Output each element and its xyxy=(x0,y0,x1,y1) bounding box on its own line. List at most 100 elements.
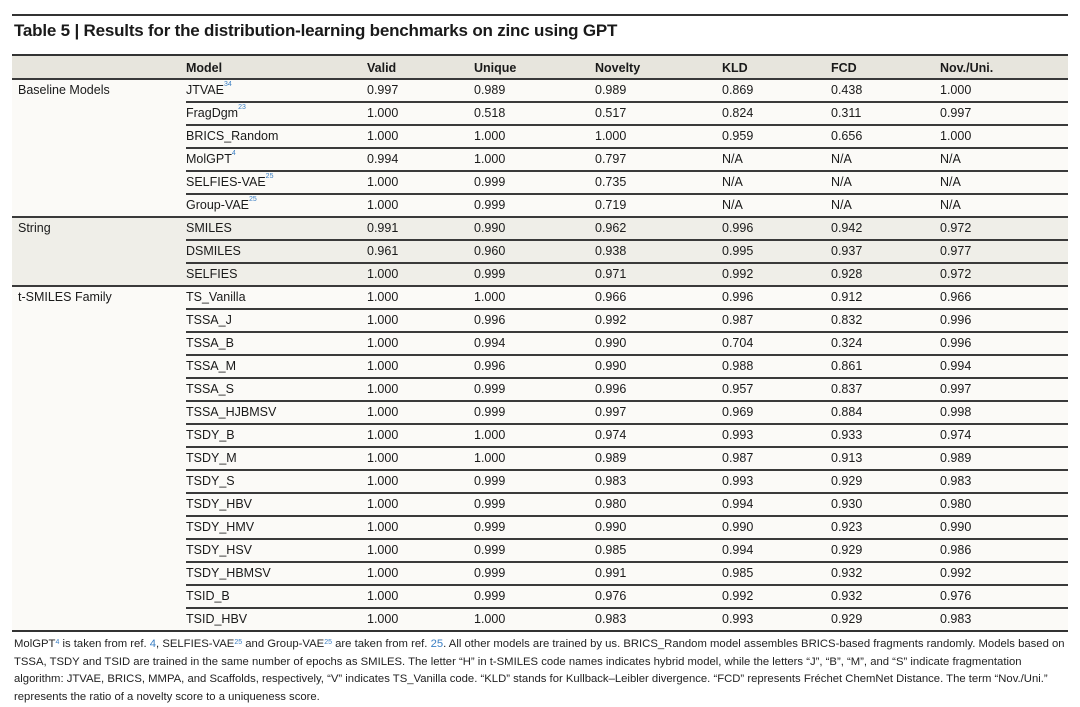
cell-kld: 0.993 xyxy=(722,474,754,488)
footnote-text: , SELFIES-VAE xyxy=(156,638,235,650)
citation-link[interactable]: 25 xyxy=(430,638,444,650)
cell-unique: 1.000 xyxy=(474,290,506,304)
cell-valid: 1.000 xyxy=(367,106,399,120)
cell-kld: N/A xyxy=(722,198,743,212)
row-divider xyxy=(186,331,1068,333)
model-label: TSDY_HBV xyxy=(186,497,252,511)
cell-kld: 0.969 xyxy=(722,405,754,419)
citation-link[interactable]: 25 xyxy=(324,639,332,646)
model-name: TSSA_HJBMSV xyxy=(186,405,276,419)
model-name: DSMILES xyxy=(186,244,241,258)
citation-ref[interactable]: 23 xyxy=(238,104,246,111)
model-name: JTVAE34 xyxy=(186,81,232,97)
cell-nov-uni: 0.994 xyxy=(940,359,972,373)
cell-valid: 0.961 xyxy=(367,244,399,258)
model-label: FragDgm xyxy=(186,106,239,120)
cell-novelty: 0.517 xyxy=(595,106,627,120)
cell-unique: 0.999 xyxy=(474,566,506,580)
model-label: JTVAE xyxy=(186,83,224,97)
model-name: Group-VAE25 xyxy=(186,196,257,212)
cell-unique: 0.999 xyxy=(474,589,506,603)
model-label: TSDY_HSV xyxy=(186,543,252,557)
cell-kld: 0.993 xyxy=(722,612,754,626)
table-row: TSDY_HSV 1.000 0.999 0.985 0.994 0.929 0.986 xyxy=(12,538,1068,561)
cell-unique: 0.999 xyxy=(474,520,506,534)
cell-valid: 1.000 xyxy=(367,612,399,626)
cell-nov-uni: 0.997 xyxy=(940,382,972,396)
cell-unique: 0.996 xyxy=(474,313,506,327)
row-divider xyxy=(186,423,1068,425)
cell-valid: 0.991 xyxy=(367,221,399,235)
citation-ref[interactable]: 4 xyxy=(231,150,236,157)
cell-nov-uni: N/A xyxy=(940,175,961,189)
cell-valid: 1.000 xyxy=(367,267,399,281)
cell-novelty: 0.990 xyxy=(595,359,627,373)
section-label: Baseline Models xyxy=(18,83,110,97)
cell-valid: 1.000 xyxy=(367,175,399,189)
cell-kld: 0.704 xyxy=(722,336,754,350)
cell-kld: 0.985 xyxy=(722,566,754,580)
model-name: SELFIES xyxy=(186,267,237,281)
row-divider xyxy=(186,469,1068,471)
row-divider xyxy=(186,584,1068,586)
model-name: TSDY_B xyxy=(186,428,235,442)
cell-unique: 1.000 xyxy=(474,152,506,166)
model-label: SMILES xyxy=(186,221,232,235)
footnote-text: MolGPT xyxy=(14,638,56,650)
cell-nov-uni: N/A xyxy=(940,152,961,166)
cell-fcd: 0.324 xyxy=(831,336,863,350)
row-divider xyxy=(186,400,1068,402)
cell-unique: 0.999 xyxy=(474,474,506,488)
cell-novelty: 0.989 xyxy=(595,451,627,465)
cell-fcd: 0.933 xyxy=(831,428,863,442)
model-label: TSDY_B xyxy=(186,428,235,442)
cell-nov-uni: 0.983 xyxy=(940,612,972,626)
cell-fcd: 0.837 xyxy=(831,382,863,396)
citation-link[interactable]: 4 xyxy=(55,639,60,646)
row-divider xyxy=(186,101,1068,103)
citation-ref[interactable]: 25 xyxy=(265,173,274,180)
table-row: TSSA_J 1.000 0.996 0.992 0.987 0.832 0.996 xyxy=(12,308,1068,331)
row-divider xyxy=(186,607,1068,609)
footnote-text: are taken from ref. xyxy=(331,638,431,650)
cell-unique: 0.960 xyxy=(474,244,506,258)
cell-nov-uni: 0.989 xyxy=(940,451,972,465)
model-label: TSSA_B xyxy=(186,336,234,350)
cell-unique: 1.000 xyxy=(474,129,506,143)
results-table: Model Valid Unique Novelty KLD FCD Nov./Uni. B… xyxy=(12,54,1068,632)
cell-unique: 1.000 xyxy=(474,428,506,442)
table-row: Group-VAE25 1.000 0.999 0.719 N/A N/A N/A xyxy=(12,193,1068,216)
section-label: String xyxy=(18,221,51,235)
model-label: TSDY_S xyxy=(186,474,235,488)
row-divider xyxy=(186,561,1068,563)
row-divider xyxy=(186,308,1068,310)
cell-fcd: N/A xyxy=(831,152,852,166)
cell-kld: 0.995 xyxy=(722,244,754,258)
table-row: String SMILES 0.991 0.990 0.962 0.996 0.942 0.9… xyxy=(12,216,1068,239)
citation-ref[interactable]: 34 xyxy=(223,81,232,88)
cell-fcd: 0.929 xyxy=(831,543,863,557)
citation-link[interactable]: 25 xyxy=(234,639,243,646)
cell-valid: 1.000 xyxy=(367,290,399,304)
table-row: MolGPT4 0.994 1.000 0.797 N/A N/A N/A xyxy=(12,147,1068,170)
row-divider xyxy=(12,216,1068,218)
model-name: TSDY_HBMSV xyxy=(186,566,271,580)
cell-valid: 0.997 xyxy=(367,83,399,97)
table-row: SELFIES 1.000 0.999 0.971 0.992 0.928 0.972 xyxy=(12,262,1068,285)
row-divider xyxy=(186,262,1068,264)
citation-link[interactable]: 4 xyxy=(149,638,157,650)
row-divider xyxy=(186,354,1068,356)
model-name: TSDY_S xyxy=(186,474,235,488)
citation-ref[interactable]: 25 xyxy=(249,196,257,203)
cell-nov-uni: 0.986 xyxy=(940,543,972,557)
table-row: TSSA_B 1.000 0.994 0.990 0.704 0.324 0.996 xyxy=(12,331,1068,354)
cell-kld: N/A xyxy=(722,152,743,166)
cell-kld: 0.993 xyxy=(722,428,754,442)
model-label: SELFIES xyxy=(186,267,238,281)
cell-valid: 1.000 xyxy=(367,566,399,580)
cell-novelty: 0.997 xyxy=(595,405,627,419)
table-row: TSDY_B 1.000 1.000 0.974 0.993 0.933 0.974 xyxy=(12,423,1068,446)
model-name: MolGPT4 xyxy=(186,150,236,166)
column-header: Unique xyxy=(474,61,517,75)
cell-fcd: 0.929 xyxy=(831,612,863,626)
